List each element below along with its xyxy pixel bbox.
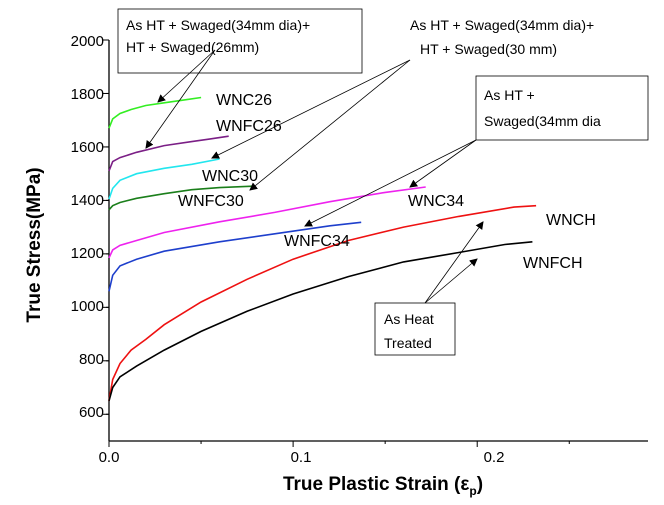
y-tick-label-1600: 1600	[71, 139, 104, 156]
series-label-wnfc26: WNFC26	[216, 118, 282, 135]
leader-ht-to-wnch	[424, 221, 484, 304]
leader-34-to-wnfc34	[304, 139, 477, 227]
y-tick-label-1400: 1400	[71, 192, 104, 209]
annotation-34mm-line1: As HT +	[484, 87, 535, 103]
annotation-box-30mm: As HT + Swaged(34mm dia)+ HT + Swaged(30…	[405, 9, 655, 67]
x-tick-label-0.1: 0.1	[291, 449, 312, 466]
annotation-box-34mm: As HT + Swaged(34mm dia	[475, 75, 649, 141]
series-label-wnc26: WNC26	[216, 92, 272, 109]
y-tick-label-800: 800	[79, 351, 104, 368]
series-label-wnc30: WNC30	[202, 168, 258, 185]
leader-30-to-wnfc30	[249, 59, 411, 191]
series-group	[108, 96, 537, 402]
axes	[108, 40, 648, 442]
y-tick-label-1200: 1200	[71, 245, 104, 262]
series-line-wnc30	[108, 158, 220, 200]
series-line-wnfc26	[108, 135, 229, 172]
series-label-wnc34: WNC34	[408, 193, 464, 210]
annotation-34mm-line2: Swaged(34mm dia	[484, 113, 601, 129]
y-axis-title: True Stress(MPa)	[24, 167, 45, 322]
annotation-leaders	[145, 49, 484, 304]
axis-ticks	[103, 39, 570, 447]
series-label-wnch: WNCH	[546, 212, 596, 229]
y-tick-label-2000: 2000	[71, 33, 104, 50]
leader-26-to-wnc26	[157, 49, 216, 103]
leader-30-to-wnc30	[211, 59, 411, 159]
x-axis-title: True Plastic Strain (εp)	[283, 474, 483, 498]
series-line-wnc26	[108, 96, 202, 129]
annotation-30mm-line2: HT + Swaged(30 mm)	[420, 41, 557, 57]
leader-ht-to-wnfch	[424, 258, 478, 304]
annotation-box-heat-treated: As Heat Treated	[374, 302, 456, 356]
y-tick-label-1800: 1800	[71, 86, 104, 103]
annotation-26mm-line1: As HT + Swaged(34mm dia)+	[126, 17, 310, 33]
y-tick-label-1000: 1000	[71, 298, 104, 315]
series-labels: WNC26 WNFC26 WNC30 WNFC30 WNC34 WNFC34 W…	[178, 92, 596, 272]
series-line-wnfc30	[108, 185, 253, 211]
annotation-box-26mm: As HT + Swaged(34mm dia)+ HT + Swaged(26…	[117, 8, 363, 74]
annotation-ht-line1: As Heat	[384, 311, 434, 327]
leader-34-to-wnc34	[409, 139, 477, 188]
series-label-wnfch: WNFCH	[523, 255, 583, 272]
y-tick-label-600: 600	[79, 404, 104, 421]
annotation-30mm-line1: As HT + Swaged(34mm dia)+	[410, 17, 594, 33]
series-label-wnfc30: WNFC30	[178, 193, 244, 210]
annotations: As HT + Swaged(34mm dia)+ HT + Swaged(26…	[117, 8, 655, 356]
tick-labels: 2000 1800 1600 1400 1200 1000 800 600 0.…	[71, 33, 505, 466]
series-label-wnfc34: WNFC34	[284, 233, 350, 250]
annotation-ht-line2: Treated	[384, 335, 432, 351]
series-line-wnfc34	[108, 221, 362, 292]
x-tick-label-0.2: 0.2	[484, 449, 505, 466]
annotation-26mm-line2: HT + Swaged(26mm)	[126, 39, 259, 55]
x-tick-label-0.0: 0.0	[99, 449, 120, 466]
series-line-wnfch	[108, 241, 533, 402]
series-line-wnch	[108, 204, 537, 402]
leader-26-to-wnfc26	[145, 49, 216, 149]
series-line-wnc34	[108, 186, 426, 259]
